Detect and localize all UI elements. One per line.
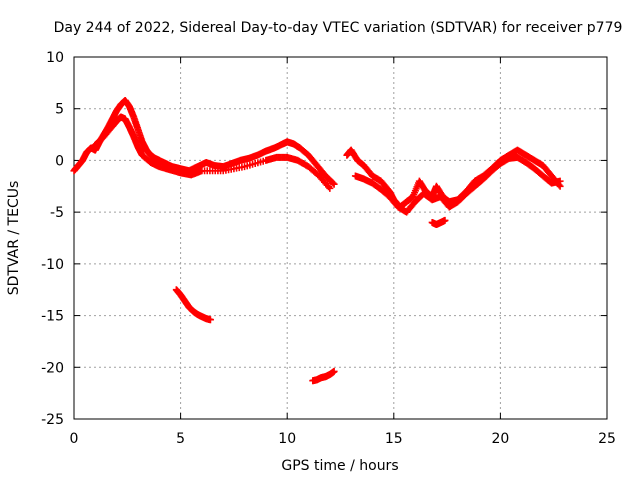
data-point [556,177,564,185]
data-point [441,216,449,224]
y-tick-label: -20 [41,360,64,376]
x-tick-label: 25 [598,431,616,447]
series-isolated-cluster [428,216,449,229]
data-point [330,180,338,188]
y-tick-label: 5 [55,102,64,118]
series-main-trace-lower [91,113,334,192]
x-tick-label: 20 [491,431,509,447]
axis-ticks [73,56,608,420]
x-tick-label: 10 [278,431,296,447]
y-tick-label: -10 [41,257,64,273]
x-tick-label: 0 [70,431,79,447]
y-tick-label: -25 [41,412,64,428]
y-tick-labels: 10 5 0 -5 -10 -15 -20 -25 [41,50,64,428]
series-low-segment-1 [172,286,214,324]
chart-title: Day 244 of 2022, Sidereal Day-to-day VTE… [54,20,623,36]
x-axis-label: GPS time / hours [281,458,398,474]
y-tick-label: -5 [50,205,64,221]
data-point [329,179,337,187]
data-point [330,367,338,375]
x-tick-labels: 0 5 10 15 20 25 [70,431,616,447]
y-axis-label: SDTVAR / TECUs [6,181,22,296]
x-tick-label: 15 [385,431,403,447]
data-points [70,96,564,385]
series-low-segment-2 [309,367,338,385]
grid-lines [74,57,607,419]
x-tick-label: 5 [176,431,185,447]
data-point [206,316,214,324]
plot-frame [73,56,608,420]
series-second-trace-lower [351,153,564,216]
y-tick-label: -15 [41,309,64,325]
y-tick-label: 10 [46,50,64,66]
data-point [326,184,334,192]
y-tick-label: 0 [55,153,64,169]
